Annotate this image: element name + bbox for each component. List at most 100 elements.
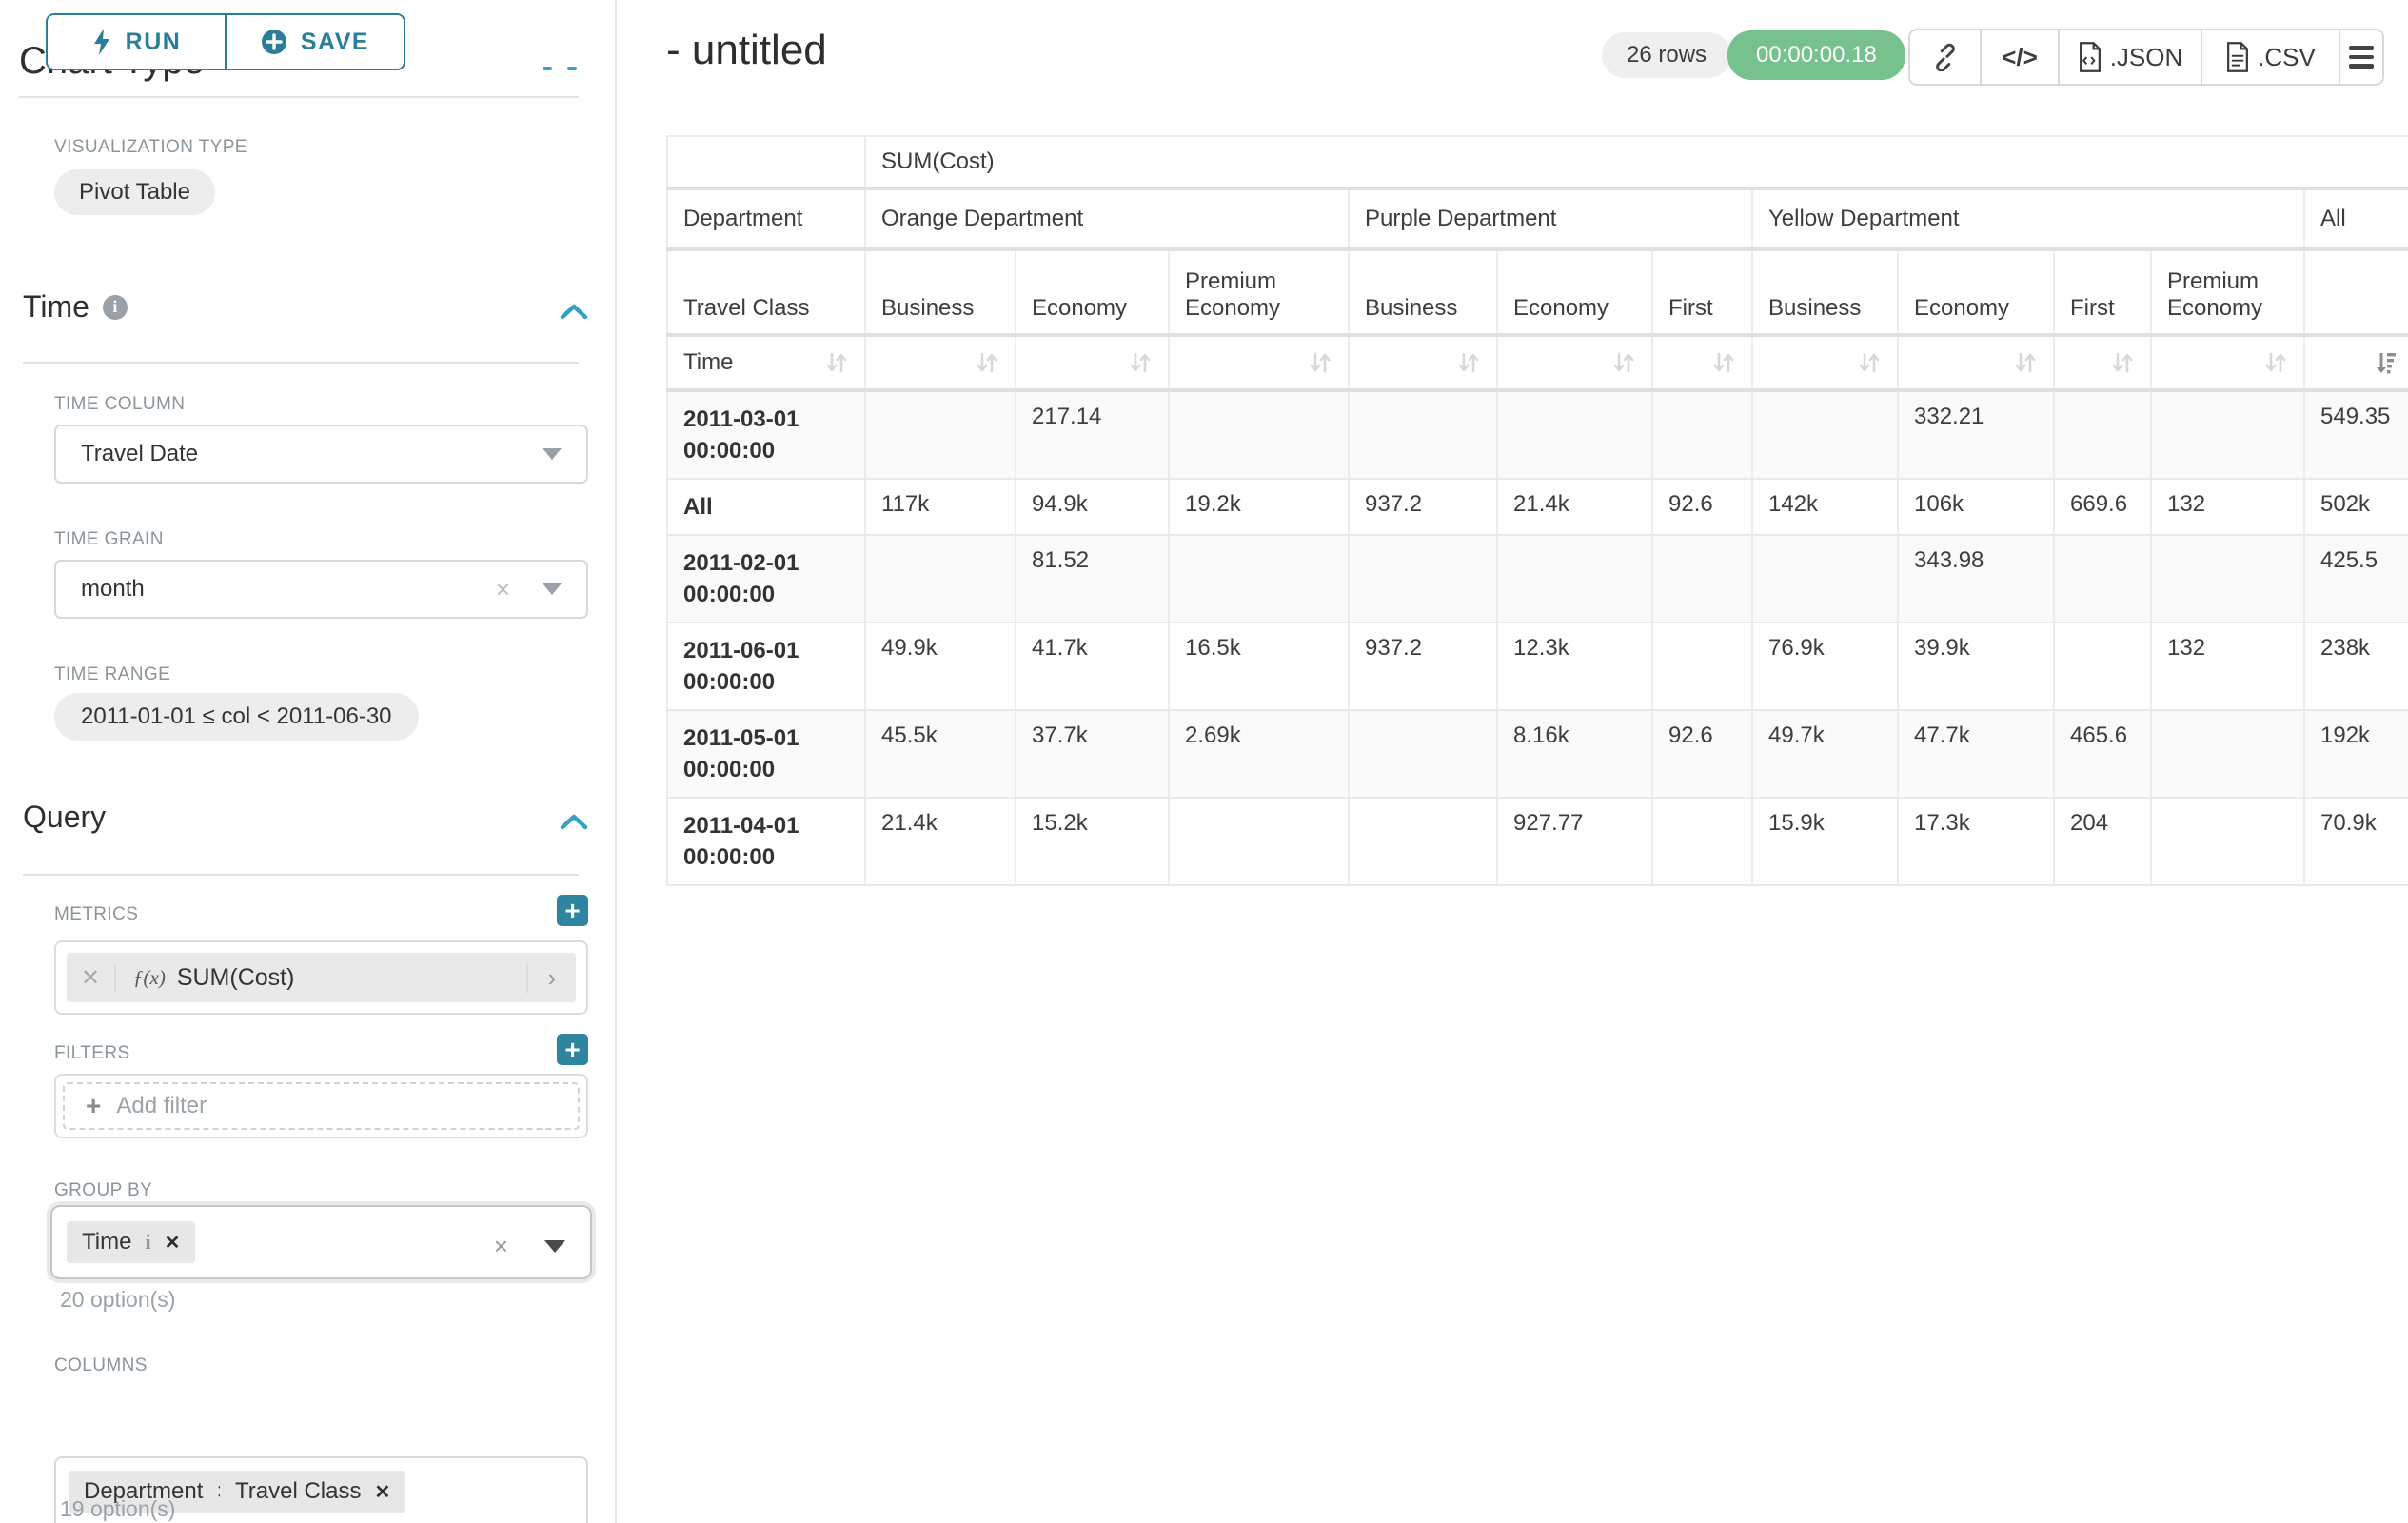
run-button[interactable]: RUN xyxy=(48,15,227,69)
remove-tag-icon[interactable]: ✕ xyxy=(374,1480,390,1504)
value-cell: 8.16k xyxy=(1497,710,1652,798)
travel-class-header: First xyxy=(2054,249,2151,335)
more-options-button[interactable] xyxy=(2339,30,2382,84)
metrics-box: ✕ ƒ(x) SUM(Cost) › xyxy=(54,940,588,1015)
value-cell xyxy=(1349,390,1497,479)
export-csv-button[interactable]: .CSV xyxy=(2201,30,2339,84)
info-icon[interactable]: i xyxy=(103,295,128,320)
save-button[interactable]: SAVE xyxy=(227,15,404,69)
time-grain-select[interactable]: month × xyxy=(54,560,588,619)
sort-header-all-active[interactable] xyxy=(2304,335,2408,390)
value-cell: 92.6 xyxy=(1652,479,1752,535)
collapse-time-section-icon[interactable] xyxy=(560,303,588,320)
value-cell: 117k xyxy=(865,479,1016,535)
time-grain-label: TIME GRAIN xyxy=(54,529,164,550)
value-cell: 927.77 xyxy=(1497,798,1652,885)
row-label: All xyxy=(667,479,865,535)
value-cell: 21.4k xyxy=(865,798,1016,885)
lightning-icon xyxy=(91,28,112,56)
remove-metric-icon[interactable]: ✕ xyxy=(67,964,116,992)
travel-class-header: First xyxy=(1652,249,1752,335)
info-icon[interactable]: i xyxy=(145,1230,150,1255)
time-range-value[interactable]: 2011-01-01 ≤ col < 2011-06-30 xyxy=(54,693,419,741)
value-cell: 192k xyxy=(2304,710,2408,798)
metric-pill[interactable]: ✕ ƒ(x) SUM(Cost) › xyxy=(67,953,576,1002)
sort-header-time[interactable]: Time xyxy=(667,335,865,390)
metric-header-cell: SUM(Cost) xyxy=(865,136,2408,188)
add-filter-button[interactable]: + xyxy=(557,1034,588,1065)
travel-class-header: Business xyxy=(1752,249,1898,335)
sort-header-value-col[interactable] xyxy=(1652,335,1752,390)
value-cell xyxy=(1752,535,1898,623)
sort-header-value-col[interactable] xyxy=(1016,335,1169,390)
value-cell: 41.7k xyxy=(1016,623,1169,710)
travel-class-header: Economy xyxy=(1898,249,2054,335)
query-timer-badge: 00:00:00.18 xyxy=(1727,30,1905,80)
chart-title[interactable]: - untitled xyxy=(666,27,827,74)
add-metric-button[interactable]: + xyxy=(557,895,588,926)
value-cell: 21.4k xyxy=(1497,479,1652,535)
clear-all-icon[interactable]: × xyxy=(494,1232,508,1261)
sort-header-value-col[interactable] xyxy=(1752,335,1898,390)
value-cell xyxy=(2151,390,2304,479)
group-by-tag-time[interactable]: Time i ✕ xyxy=(67,1221,195,1263)
pivot-row: 2011-04-0100:00:0021.4k15.2k927.7715.9k1… xyxy=(667,798,2408,885)
code-icon: </> xyxy=(2002,43,2038,72)
value-cell: 12.3k xyxy=(1497,623,1652,710)
sort-header-value-col[interactable] xyxy=(2054,335,2151,390)
value-cell xyxy=(1652,798,1752,885)
time-column-select[interactable]: Travel Date xyxy=(54,425,588,484)
travel-class-header: Economy xyxy=(1016,249,1169,335)
row-dimension-header: Department xyxy=(667,188,865,249)
value-cell: 94.9k xyxy=(1016,479,1169,535)
columns-tag-travel-class[interactable]: Travel Class ✕ xyxy=(220,1471,405,1513)
visualization-type-label: VISUALIZATION TYPE xyxy=(54,137,247,158)
time-range-label: TIME RANGE xyxy=(54,664,170,685)
corner-cell xyxy=(667,136,865,188)
sort-header-value-col[interactable] xyxy=(1349,335,1497,390)
collapse-query-section-icon[interactable] xyxy=(560,813,588,830)
add-filter-placeholder: Add filter xyxy=(116,1093,207,1119)
sort-header-value-col[interactable] xyxy=(2151,335,2304,390)
chevron-down-icon xyxy=(543,448,562,460)
value-cell xyxy=(865,535,1016,623)
value-cell: 332.21 xyxy=(1898,390,2054,479)
value-cell xyxy=(2054,623,2151,710)
value-cell: 15.2k xyxy=(1016,798,1169,885)
value-cell: 465.6 xyxy=(2054,710,2151,798)
group-by-select[interactable]: Time i ✕ × xyxy=(50,1205,592,1279)
add-filter-dropzone[interactable]: + Add filter xyxy=(63,1082,580,1130)
value-cell xyxy=(2151,535,2304,623)
value-cell xyxy=(1349,798,1497,885)
pivot-table: SUM(Cost)DepartmentOrange DepartmentPurp… xyxy=(666,135,2408,886)
value-cell xyxy=(1652,623,1752,710)
tag-label: Travel Class xyxy=(235,1478,361,1505)
visualization-type-value[interactable]: Pivot Table xyxy=(54,169,215,215)
export-json-button[interactable]: .JSON xyxy=(2058,30,2201,84)
value-cell xyxy=(2054,535,2151,623)
value-cell: 937.2 xyxy=(1349,623,1497,710)
travel-class-header: Business xyxy=(1349,249,1497,335)
sort-header-value-col[interactable] xyxy=(1169,335,1349,390)
sort-header-value-col[interactable] xyxy=(1898,335,2054,390)
time-grain-value: month xyxy=(56,576,496,603)
clear-icon[interactable]: × xyxy=(496,575,510,604)
value-cell xyxy=(1349,535,1497,623)
filters-box: + Add filter xyxy=(54,1074,588,1138)
sort-header-value-col[interactable] xyxy=(865,335,1016,390)
group-by-label: GROUP BY xyxy=(54,1180,152,1201)
pivot-row: All117k94.9k19.2k937.221.4k92.6142k106k6… xyxy=(667,479,2408,535)
clear-all-icon[interactable]: × xyxy=(490,1517,504,1523)
chevron-down-icon[interactable] xyxy=(544,1240,565,1253)
value-cell: 343.98 xyxy=(1898,535,2054,623)
value-cell: 937.2 xyxy=(1349,479,1497,535)
embed-code-button[interactable]: </> xyxy=(1980,30,2058,84)
copy-link-button[interactable] xyxy=(1910,30,1980,84)
expand-metric-icon[interactable]: › xyxy=(526,963,576,993)
time-column-value: Travel Date xyxy=(56,441,543,467)
value-cell: 81.52 xyxy=(1016,535,1169,623)
sort-header-value-col[interactable] xyxy=(1497,335,1652,390)
value-cell: 92.6 xyxy=(1652,710,1752,798)
remove-tag-icon[interactable]: ✕ xyxy=(165,1231,181,1255)
link-icon xyxy=(1931,43,1960,71)
